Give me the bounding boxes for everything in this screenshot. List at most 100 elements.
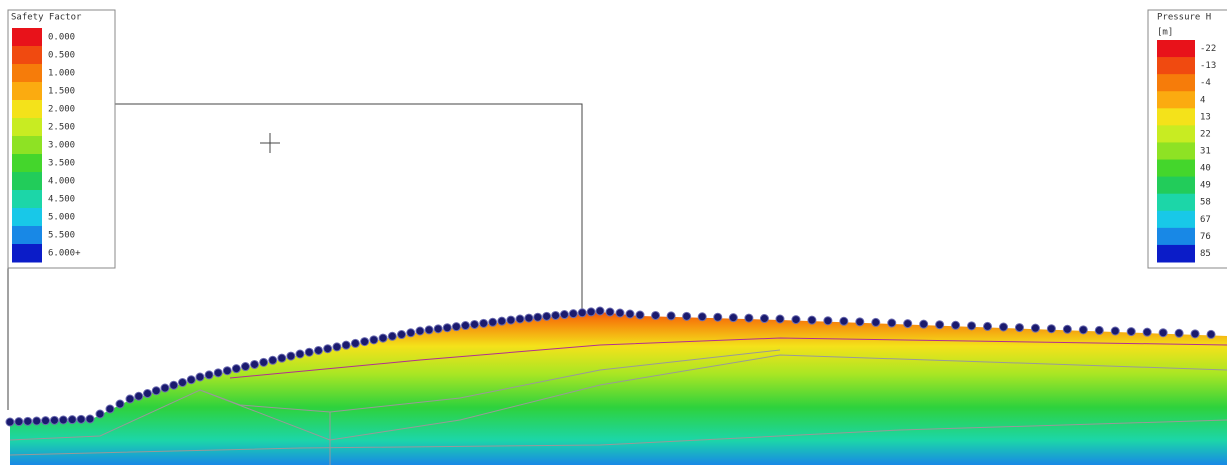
legend-swatch (12, 46, 42, 65)
legend-label: -13 (1200, 61, 1216, 71)
legend-label: 1.000 (48, 69, 75, 79)
node (595, 306, 605, 316)
node (67, 415, 77, 425)
node (524, 313, 534, 323)
node (651, 310, 661, 320)
node (951, 320, 961, 330)
node (666, 311, 676, 321)
node (506, 315, 516, 325)
legend-swatch (1157, 91, 1195, 109)
legend-label: 76 (1200, 232, 1211, 242)
node (259, 357, 269, 367)
node (14, 417, 24, 427)
node (635, 310, 645, 320)
node (240, 362, 250, 372)
node (497, 316, 507, 326)
node (1046, 324, 1056, 334)
node (195, 372, 205, 382)
node (451, 322, 461, 332)
node (1110, 326, 1120, 336)
legend-label: 4 (1200, 95, 1205, 105)
node (85, 414, 95, 424)
node (105, 404, 115, 414)
node (76, 414, 86, 424)
legend-label: 0.000 (48, 33, 75, 43)
node (160, 383, 170, 393)
legend-swatch (12, 136, 42, 155)
node (542, 311, 552, 321)
legend-swatch (12, 82, 42, 101)
legend-swatch (12, 154, 42, 173)
node (682, 311, 692, 321)
legend-swatch (12, 208, 42, 227)
node (442, 323, 452, 333)
node (397, 330, 407, 340)
node (186, 375, 196, 385)
node (1174, 328, 1184, 338)
node (5, 417, 15, 427)
legend-unit: [m] (1157, 28, 1173, 38)
legend-label: 49 (1200, 181, 1211, 191)
node (935, 320, 945, 330)
node (332, 342, 342, 352)
node (49, 415, 59, 425)
node (1094, 325, 1104, 335)
legend-label: 1.500 (48, 87, 75, 97)
node (151, 386, 161, 396)
legend-swatch (1157, 108, 1195, 126)
node (625, 309, 635, 319)
node (559, 310, 569, 320)
node (1078, 325, 1088, 335)
legend-label: 58 (1200, 198, 1211, 208)
legend-label: 85 (1200, 249, 1211, 259)
node (983, 321, 993, 331)
node (387, 331, 397, 341)
node (807, 315, 817, 325)
node (615, 308, 625, 318)
frame-lines (7, 103, 583, 410)
legend-scale: 0.000 0.500 1.000 1.500 2.000 2.500 3.000 3.500… (12, 28, 81, 263)
legend-swatch (12, 28, 42, 47)
node (967, 321, 977, 331)
node (286, 351, 296, 361)
node (213, 368, 223, 378)
node (577, 308, 587, 318)
node (23, 416, 33, 426)
legend-label: 3.000 (48, 141, 75, 151)
legend-label: -22 (1200, 44, 1216, 54)
node (1030, 323, 1040, 333)
legend-label: 13 (1200, 112, 1211, 122)
node (871, 317, 881, 327)
legend-label: 6.000+ (48, 249, 81, 259)
node (551, 310, 561, 320)
node (887, 318, 897, 328)
node (1190, 329, 1200, 339)
node (823, 316, 833, 326)
node (204, 370, 214, 380)
node (32, 416, 42, 426)
node (115, 399, 125, 409)
legend-label: 5.000 (48, 213, 75, 223)
legend-swatch (1157, 57, 1195, 75)
node (1206, 329, 1216, 339)
node (515, 314, 525, 324)
node (360, 337, 370, 347)
node (903, 319, 913, 329)
node (378, 333, 388, 343)
material-boundaries (9, 349, 1227, 465)
node (313, 345, 323, 355)
node (744, 313, 754, 323)
node (250, 359, 260, 369)
node (605, 307, 615, 317)
soil-domain (10, 312, 1227, 465)
legend-label: 2.500 (48, 123, 75, 133)
legend-label: 31 (1200, 147, 1211, 157)
node (1014, 323, 1024, 333)
node (415, 326, 425, 336)
node (125, 394, 135, 404)
node (41, 416, 51, 426)
node (178, 378, 187, 387)
node (134, 391, 144, 401)
node (295, 349, 305, 359)
